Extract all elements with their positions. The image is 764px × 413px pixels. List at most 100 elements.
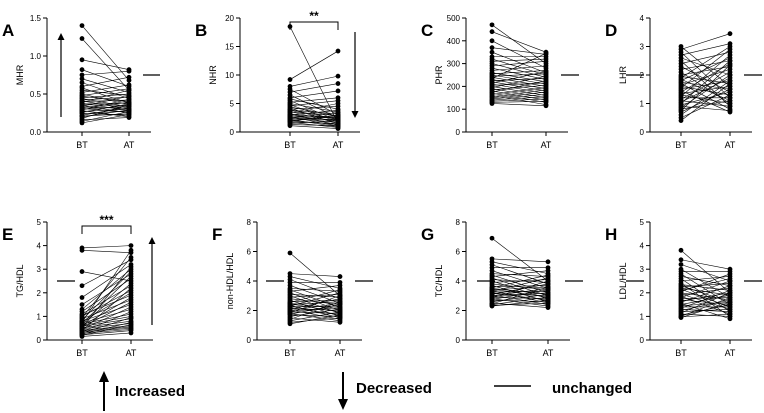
data-point xyxy=(489,303,495,309)
y-tick-label: 1 xyxy=(640,312,645,321)
data-point xyxy=(489,22,495,28)
pair-line xyxy=(491,75,547,88)
pair-line xyxy=(289,112,339,119)
data-point xyxy=(128,330,134,336)
pair-line xyxy=(289,103,339,113)
pair-line xyxy=(491,87,547,95)
pair-line xyxy=(289,295,341,313)
data-point xyxy=(337,319,343,325)
pair-line xyxy=(680,294,731,305)
pair-line xyxy=(81,25,130,81)
pair-line xyxy=(680,94,731,119)
pair-line xyxy=(81,292,132,322)
pair-line xyxy=(680,63,731,93)
pair-line xyxy=(680,290,731,309)
pair-line xyxy=(680,88,731,113)
data-point xyxy=(335,101,341,106)
pair-line xyxy=(81,69,130,87)
pair-line xyxy=(289,317,341,323)
data-point xyxy=(79,57,85,63)
pair-line xyxy=(81,271,132,321)
pair-line xyxy=(81,109,130,118)
pair-line xyxy=(289,298,341,310)
pair-line xyxy=(680,80,731,116)
y-tick-label: 400 xyxy=(447,37,461,46)
pair-line xyxy=(491,302,549,308)
data-point xyxy=(543,98,549,104)
pair-line xyxy=(491,298,549,307)
pair-line xyxy=(289,116,339,127)
x-tick-label: BT xyxy=(486,140,498,150)
data-point xyxy=(545,297,551,303)
pair-line xyxy=(491,293,549,302)
x-tick-label: AT xyxy=(126,348,137,358)
y-tick-label: 500 xyxy=(447,14,461,23)
y-tick-label: 8 xyxy=(456,218,461,227)
y-axis-label: non-HDL/HDL xyxy=(225,253,235,310)
pair-line xyxy=(680,90,731,113)
pair-line xyxy=(680,46,731,79)
data-point xyxy=(128,255,134,260)
y-tick-label: 1.0 xyxy=(30,52,42,61)
pair-line xyxy=(491,286,549,305)
data-point xyxy=(727,299,733,305)
x-tick-label: BT xyxy=(76,348,88,358)
pair-line xyxy=(289,311,341,322)
pair-line xyxy=(81,259,132,286)
pair-line xyxy=(289,115,339,117)
data-point xyxy=(79,67,85,73)
pair-line xyxy=(289,98,339,110)
x-tick-label: BT xyxy=(675,140,687,150)
data-point xyxy=(727,98,733,104)
significance-label: *** xyxy=(99,213,113,227)
pair-line xyxy=(491,96,547,101)
pair-line xyxy=(491,53,547,79)
panel-a: A 0.0 0.5 1.0 1.5 MHR BT AT xyxy=(2,14,160,150)
pair-line xyxy=(81,266,132,329)
data-point xyxy=(79,283,85,289)
pair-line xyxy=(680,100,731,110)
pair-line xyxy=(289,94,339,119)
pair-line xyxy=(680,51,731,64)
y-tick-label: 200 xyxy=(447,82,461,91)
y-tick-label: 20 xyxy=(225,14,234,23)
legend-decreased-label: Decreased xyxy=(356,380,432,397)
pair-line xyxy=(680,292,731,314)
pair-line xyxy=(680,69,731,86)
data-point xyxy=(545,278,551,284)
pair-line xyxy=(81,250,132,253)
pair-line xyxy=(680,51,731,99)
pair-line xyxy=(289,120,339,124)
pair-line xyxy=(491,92,547,103)
pair-line xyxy=(81,82,130,99)
data-point xyxy=(678,257,684,263)
pair-line xyxy=(289,125,339,129)
data-point xyxy=(79,302,85,307)
y-axis-label: LHR xyxy=(618,66,628,85)
y-axis-label: TC/HDL xyxy=(434,265,444,298)
pair-line xyxy=(81,264,132,298)
legend: Increased Decreased unchanged xyxy=(99,371,632,411)
pair-line xyxy=(491,63,547,78)
data-point xyxy=(128,322,134,328)
trend-arrow-up-head xyxy=(148,237,156,244)
pair-line xyxy=(81,96,130,101)
trend-arrow-down-head xyxy=(351,111,359,118)
panel-f: F 0 2 4 6 8 non-HDL/HDL BT AT xyxy=(212,218,373,358)
y-tick-label: 10 xyxy=(225,71,234,80)
data-point xyxy=(543,73,549,79)
pair-line xyxy=(289,292,341,307)
significance-bracket xyxy=(289,21,339,30)
data-point xyxy=(678,315,684,320)
data-point xyxy=(128,264,134,270)
data-point xyxy=(79,76,85,82)
panel-letter: F xyxy=(212,225,222,244)
y-tick-label: 1 xyxy=(37,312,42,321)
data-point xyxy=(335,126,341,131)
pair-line xyxy=(289,301,341,320)
pair-line xyxy=(81,76,130,87)
data-point xyxy=(727,306,733,312)
panel-letter: E xyxy=(2,225,13,244)
data-point xyxy=(287,123,293,129)
pair-line xyxy=(491,71,547,84)
